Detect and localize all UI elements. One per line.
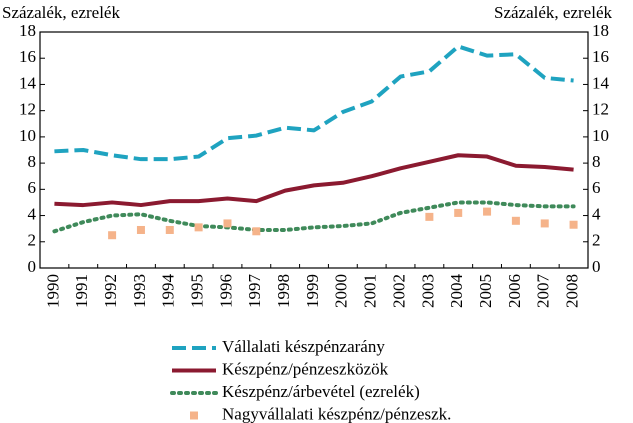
y2-tick-label: 4 <box>592 204 601 223</box>
marker <box>425 212 434 221</box>
x-tick-label: 1990 <box>43 274 62 308</box>
y2-tick-label: 12 <box>592 100 609 119</box>
x-tick-label: 2006 <box>505 274 524 308</box>
marker <box>194 223 203 232</box>
y2-tick-label: 18 <box>592 21 609 40</box>
legend-swatch <box>190 411 198 420</box>
marker <box>223 219 232 228</box>
y2-tick-label: 16 <box>592 47 609 66</box>
y-tick-label: 4 <box>28 204 37 223</box>
y2-tick-label: 10 <box>592 126 609 145</box>
y-tick-label: 6 <box>28 178 37 197</box>
x-tick-label: 2000 <box>332 274 351 308</box>
marker <box>540 219 549 228</box>
y2-tick-label: 8 <box>592 152 601 171</box>
x-tick-label: 1994 <box>159 274 178 309</box>
y-axis-label: Százalék, ezrelék <box>2 3 120 22</box>
x-tick-label: 1998 <box>274 274 293 308</box>
legend-label: Készpénz/árbevétel (ezrelék) <box>222 382 420 401</box>
x-tick-label: 1992 <box>101 274 120 308</box>
x-tick-label: 2008 <box>562 274 581 308</box>
y2-tick-label: 0 <box>592 257 601 276</box>
y2-axis-label: Százalék, ezrelék <box>494 3 612 22</box>
plot-frame <box>39 31 589 269</box>
y2-tick-label: 2 <box>592 231 601 250</box>
x-tick-label: 2005 <box>476 274 495 308</box>
x-tick-label: 2007 <box>534 274 553 309</box>
x-tick-label: 1993 <box>130 274 149 308</box>
marker <box>136 225 145 234</box>
line <box>54 44 574 162</box>
x-tick-label: 1996 <box>216 274 235 308</box>
y2-tick-label: 14 <box>592 73 610 92</box>
marker <box>454 208 463 217</box>
x-tick-label: 1995 <box>188 274 207 308</box>
x-tick-label: 1991 <box>72 274 91 308</box>
line <box>54 153 574 208</box>
marker <box>108 231 117 240</box>
x-tick-label: 1999 <box>303 274 322 308</box>
marker <box>569 220 578 229</box>
y-tick-label: 12 <box>19 100 36 119</box>
legend-label: Készpénz/pénzeszközök <box>222 359 389 378</box>
marker <box>511 216 520 225</box>
marker <box>165 225 174 234</box>
x-tick-label: 2003 <box>418 274 437 308</box>
x-tick-label: 2001 <box>361 274 380 308</box>
x-tick-label: 1997 <box>245 274 264 309</box>
y-tick-label: 8 <box>28 152 37 171</box>
x-tick-label: 2002 <box>389 274 408 308</box>
legend-label: Vállalati készpénzarány <box>222 337 385 356</box>
y-tick-label: 18 <box>19 21 36 40</box>
line <box>52 200 576 234</box>
y-tick-label: 2 <box>28 231 37 250</box>
marker <box>252 227 261 236</box>
y2-tick-label: 6 <box>592 178 601 197</box>
x-tick-label: 2004 <box>447 274 466 309</box>
y-tick-label: 14 <box>19 73 37 92</box>
y-tick-label: 0 <box>28 257 37 276</box>
y-tick-label: 16 <box>19 47 36 66</box>
y-tick-label: 10 <box>19 126 36 145</box>
marker <box>483 207 492 216</box>
legend-label: Nagyvállalati készpénz/pénzeszk. <box>222 404 451 423</box>
